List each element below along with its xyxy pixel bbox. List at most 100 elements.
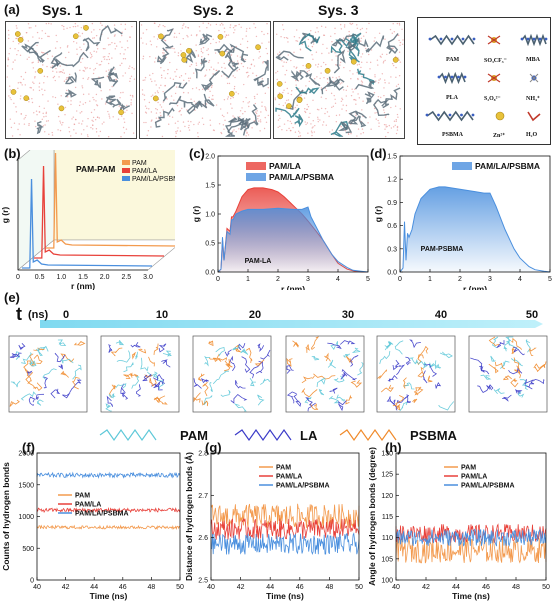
water-dot	[12, 61, 14, 63]
water-dot	[13, 122, 16, 124]
water-dot	[92, 96, 94, 99]
water-dot	[322, 43, 324, 46]
water-dot	[361, 27, 364, 30]
water-dot	[212, 98, 214, 101]
polymer-chain	[244, 104, 259, 129]
water-dot	[249, 27, 251, 30]
water-dot	[228, 82, 231, 85]
water-dot	[87, 77, 90, 79]
water-dot	[287, 120, 289, 122]
water-dot	[312, 43, 315, 45]
water-dot	[109, 117, 111, 119]
water-dot	[223, 98, 226, 101]
water-dot	[346, 85, 349, 88]
water-dot	[38, 37, 40, 39]
pla-icon-atom	[457, 75, 460, 79]
water-dot	[325, 89, 328, 92]
water-dot	[60, 70, 62, 73]
water-dot	[7, 65, 9, 67]
chain	[503, 375, 512, 381]
water-dot	[94, 67, 97, 70]
water-dot	[253, 95, 256, 98]
water-dot	[342, 37, 345, 39]
water-dot	[282, 28, 285, 31]
water-dot	[187, 92, 189, 94]
chain	[135, 351, 138, 360]
water-dot	[109, 43, 111, 46]
water-dot	[243, 83, 245, 86]
water-dot	[54, 79, 56, 82]
chain	[204, 355, 211, 367]
water-dot	[322, 61, 325, 64]
polymer-chain	[198, 93, 215, 109]
chain	[106, 395, 114, 407]
water-dot	[162, 90, 164, 93]
polymer-chain	[198, 33, 213, 46]
water-dot	[90, 111, 93, 114]
water-dot	[383, 94, 385, 97]
water-dot	[150, 78, 152, 80]
water-dot	[20, 95, 22, 97]
chain	[140, 357, 149, 372]
water-dot	[21, 84, 23, 86]
water-dot	[360, 133, 362, 135]
water-dot	[81, 32, 84, 35]
water-dot	[7, 58, 10, 61]
water-dot	[87, 117, 89, 120]
chain	[123, 361, 134, 373]
water-dot	[42, 112, 44, 115]
water-dot	[207, 48, 209, 50]
water-dot	[222, 24, 224, 26]
water-dot	[187, 126, 190, 129]
water-dot	[150, 120, 153, 122]
legend-label: PAM/LA	[461, 474, 487, 481]
x-tick-label: 0	[398, 276, 402, 283]
water-dot	[62, 69, 64, 71]
chain	[208, 357, 219, 362]
water-dot	[377, 95, 380, 98]
water-dot	[355, 99, 357, 101]
water-dot	[237, 93, 240, 95]
polymer-chain	[299, 70, 321, 87]
water-dot	[369, 116, 371, 118]
legend-triflate: SO₃CF₃⁻	[484, 58, 507, 64]
chain	[115, 383, 127, 389]
chain	[57, 339, 67, 347]
water-dot	[180, 75, 183, 77]
zinc-ion	[219, 50, 226, 57]
water-dot	[252, 72, 254, 74]
time-label: 40	[435, 309, 447, 321]
water-dot	[307, 105, 310, 108]
water-dot	[266, 32, 269, 35]
polymer-chain	[338, 121, 353, 134]
polymer-chain	[115, 98, 131, 112]
legend-label: PAM/LA/PSBMA	[75, 511, 129, 518]
chain	[105, 403, 112, 412]
chain	[507, 337, 518, 349]
water-dot	[162, 109, 164, 111]
water-dot	[79, 35, 81, 37]
water-dot	[112, 116, 114, 118]
water-dot	[320, 72, 322, 74]
chain	[339, 340, 356, 345]
zinc-ion	[72, 33, 79, 40]
water-dot	[103, 58, 106, 60]
y-tick-label: 0.3	[387, 246, 397, 253]
water-dot	[57, 129, 59, 131]
water-dot	[182, 24, 184, 27]
water-dot	[392, 47, 394, 49]
chain	[409, 339, 421, 349]
water-dot	[232, 75, 234, 77]
ts-pam-la	[36, 507, 181, 514]
water-dot	[38, 105, 41, 108]
water-dot	[79, 112, 81, 114]
water-dot	[365, 47, 367, 50]
water-dot	[28, 122, 30, 125]
y-axis-label: g (r)	[191, 206, 201, 223]
polymer-chain	[382, 87, 401, 109]
water-dot	[301, 43, 303, 45]
polymer-chain	[214, 43, 233, 57]
water-dot	[351, 22, 354, 25]
chain	[260, 349, 271, 360]
